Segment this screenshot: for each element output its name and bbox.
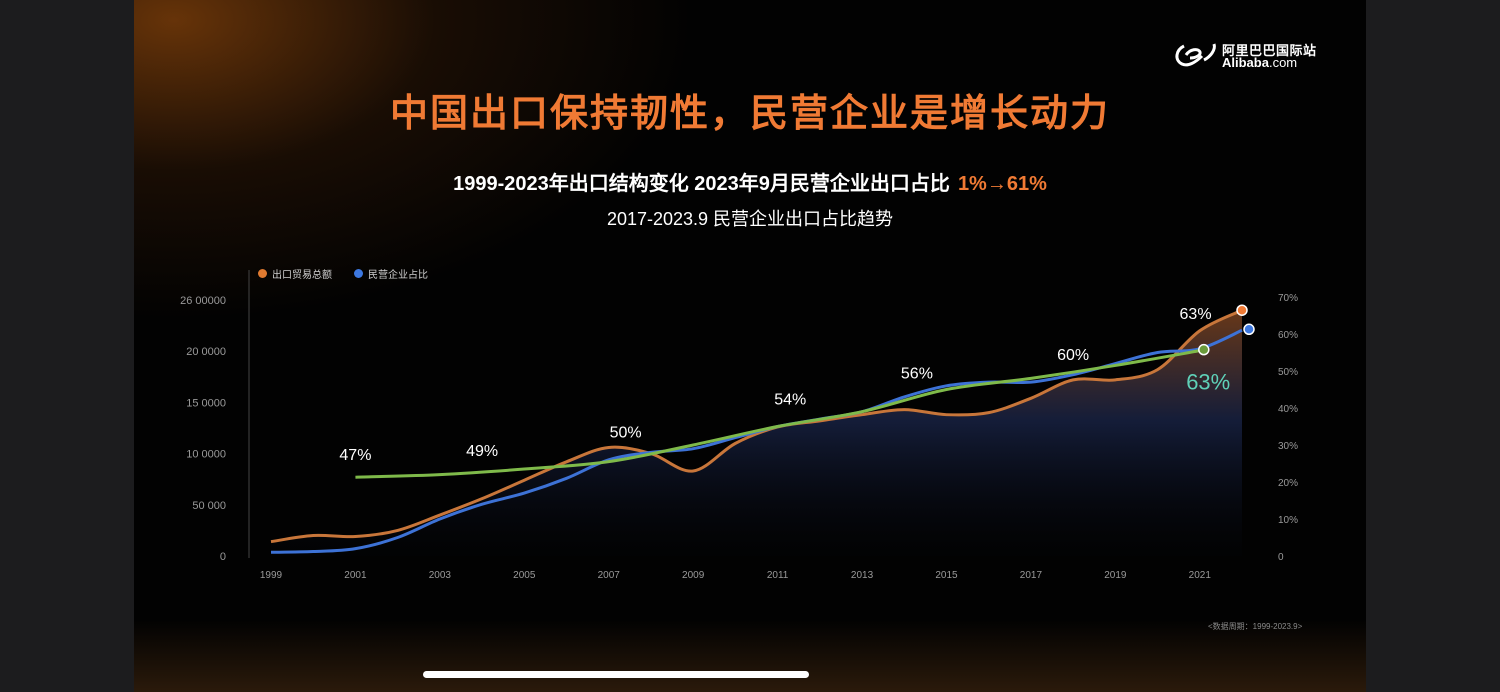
- line-chart: 0 50 000 10 0000 15 0000 20 0000 26 00000 0 10%…: [180, 270, 1298, 581]
- y-right-tick-label: 60%: [1278, 330, 1298, 341]
- y-right-tick-label: 0: [1278, 552, 1284, 563]
- chart-legend: 出口贸易总额 民营企业占比: [258, 266, 428, 281]
- legend-item-export: 出口贸易总额: [258, 266, 332, 281]
- x-tick-label: 2009: [682, 570, 705, 581]
- y-left-tick-label: 20 0000: [186, 346, 226, 358]
- data-label: 50%: [610, 425, 642, 442]
- home-indicator[interactable]: [423, 671, 809, 678]
- y-left-tick-label: 10 0000: [186, 449, 226, 461]
- x-tick-label: 2001: [344, 570, 367, 581]
- series-trend-line: [355, 349, 1201, 479]
- legend-dot-orange: [258, 269, 267, 278]
- data-label: 60%: [1057, 347, 1089, 364]
- data-label: 54%: [774, 391, 806, 408]
- y-left-tick-label: 15 0000: [186, 397, 226, 409]
- series-trend-end-point: [1198, 343, 1210, 356]
- logo-cn-text: 阿里巴巴国际站: [1222, 43, 1317, 58]
- subtitle-highlight: 1%→61%: [957, 173, 1047, 195]
- subtitle-trend: 2017-2023.9 民营企业出口占比趋势: [606, 209, 894, 229]
- series-export-line: [270, 308, 1243, 544]
- y-right-tick-label: 50%: [1278, 367, 1298, 378]
- y-right-tick-label: 10%: [1278, 515, 1298, 526]
- y-right-tick-label: 70%: [1278, 293, 1298, 304]
- slide-bottom-glow: [134, 620, 1366, 692]
- x-tick-label: 2015: [935, 570, 958, 581]
- y-right-tick-label: 30%: [1278, 441, 1298, 452]
- data-label: 49%: [466, 443, 498, 460]
- y-left-tick-label: 26 00000: [180, 295, 226, 307]
- x-tick-label: 2013: [851, 570, 874, 581]
- legend-item-private: 民营企业占比: [354, 266, 428, 281]
- right-letterbox: [1366, 0, 1500, 692]
- x-tick-label: 2003: [429, 570, 452, 581]
- x-tick-label: 2019: [1104, 570, 1127, 581]
- subtitle: 1999-2023年出口结构变化 2023年9月民营企业出口占比 1%→61%: [453, 173, 1047, 195]
- x-tick-label: 2017: [1020, 570, 1043, 581]
- y-left-tick-label: 50 000: [192, 500, 226, 512]
- x-tick-label: 2005: [513, 570, 536, 581]
- legend-dot-blue: [354, 269, 363, 278]
- slide: 阿里巴巴国际站 Alibaba.com 中国出口保持韧性，民营企业是增长动力 1…: [134, 0, 1366, 692]
- data-label: 63%: [1186, 370, 1230, 395]
- data-label: 47%: [339, 447, 371, 464]
- x-tick-label: 2011: [767, 570, 789, 581]
- x-tick-label: 2007: [598, 570, 621, 581]
- data-label: 56%: [901, 365, 933, 382]
- left-letterbox: [0, 0, 134, 692]
- x-tick-label: 1999: [260, 570, 283, 581]
- data-period-note: <数据周期：1999-2023.9>: [1208, 622, 1303, 631]
- page-title: 中国出口保持韧性，民营企业是增长动力: [389, 93, 1110, 135]
- x-tick-label: 2021: [1189, 570, 1212, 581]
- y-right-tick-label: 40%: [1278, 404, 1298, 415]
- series-export-end-point: [1236, 304, 1248, 316]
- series-private-end-point: [1243, 323, 1255, 336]
- y-right-tick-label: 20%: [1278, 478, 1298, 489]
- y-left-tick-label: 0: [220, 551, 226, 563]
- logo-en-text: Alibaba.com: [1222, 55, 1298, 70]
- alibaba-logo-icon: [1175, 43, 1216, 67]
- data-label: 63%: [1180, 306, 1212, 323]
